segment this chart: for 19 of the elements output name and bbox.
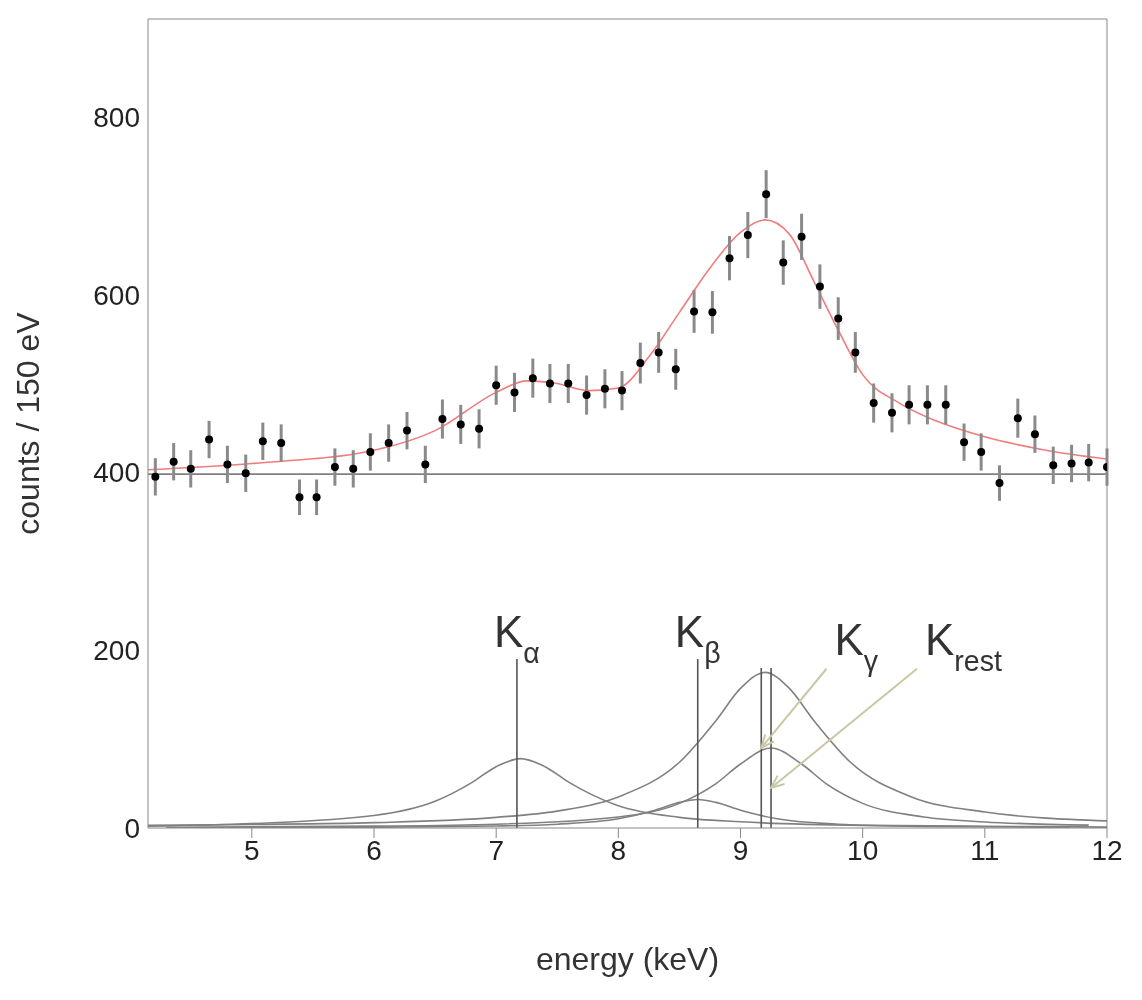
annotation: K$_{β}$ <box>674 607 721 670</box>
y-tick-label: 600 <box>93 279 140 311</box>
y-tick-label: 200 <box>93 635 140 667</box>
y-tick-label: 400 <box>93 457 140 489</box>
x-axis-title: energy (keV) <box>535 941 720 977</box>
x-tick-label: 9 <box>732 834 749 866</box>
y-tick-label: 800 <box>93 101 140 133</box>
y-tick-label: 0 <box>124 812 140 844</box>
x-tick-label: 5 <box>244 834 260 866</box>
annotation: K$_{rest}$ <box>925 614 1003 677</box>
annotation: K$_{γ}$ <box>834 614 879 677</box>
x-tick-label: 11 <box>970 834 1000 866</box>
x-tick-label: 10 <box>847 834 879 866</box>
x-tick-label: 8 <box>610 834 627 866</box>
x-tick-label: 12 <box>1091 834 1123 866</box>
x-tick-label: 6 <box>366 834 382 866</box>
x-tick-label: 7 <box>488 834 504 866</box>
annotation: K$_{α}$ <box>493 607 540 670</box>
y-axis-title: counts / 150 eV <box>10 311 47 535</box>
